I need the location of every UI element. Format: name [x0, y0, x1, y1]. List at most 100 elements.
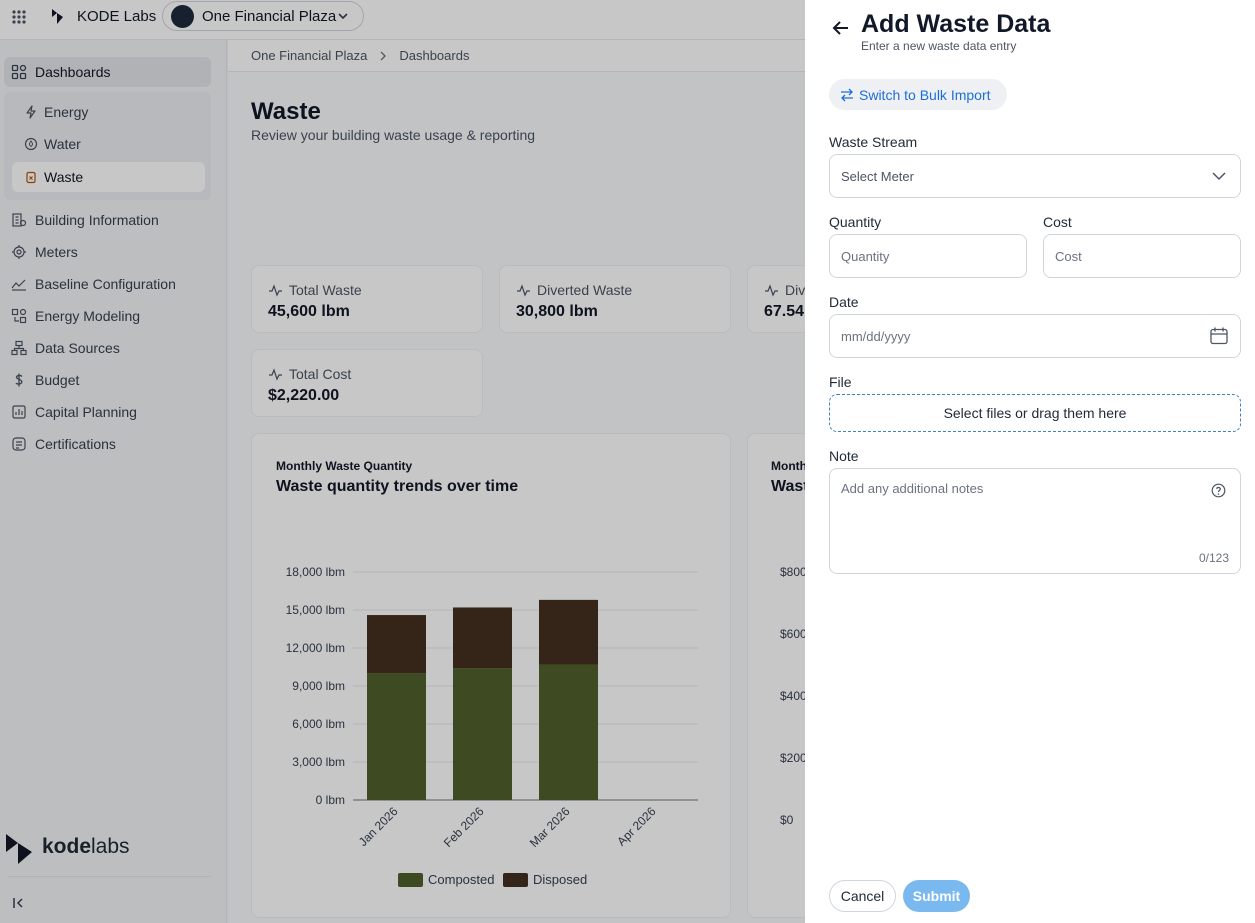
- modal-backdrop[interactable]: [0, 0, 805, 923]
- breadcrumb-building[interactable]: One Financial Plaza: [251, 48, 368, 63]
- sidebar-item-data-sources[interactable]: Data Sources: [4, 334, 211, 362]
- collapse-sidebar-icon[interactable]: [12, 896, 26, 910]
- sidebar-item-label: Energy: [44, 104, 89, 120]
- legend-swatch: [398, 873, 423, 887]
- chart-kicker: Monthly Waste Quantity: [276, 459, 413, 473]
- building-icon: [12, 213, 27, 227]
- cost-label: Cost: [1043, 214, 1072, 230]
- quantity-input[interactable]: [830, 235, 1026, 277]
- sidebar-item-dashboards-row[interactable]: Dashboards: [4, 58, 211, 86]
- legend-label: Disposed: [533, 872, 587, 887]
- drawer-subtitle: Enter a new waste data entry: [861, 39, 1017, 53]
- apps-grid-icon[interactable]: [11, 9, 27, 25]
- kode-logo-icon: [6, 834, 32, 864]
- metric-label: Diverted Waste: [537, 282, 633, 298]
- waste-stream-label: Waste Stream: [829, 134, 918, 150]
- metric-card-diversion-rate: Div 67.54: [747, 265, 805, 333]
- trash-icon: [26, 171, 36, 184]
- chevron-down-icon: [338, 13, 348, 20]
- activity-icon: [269, 367, 282, 381]
- bar-composted: [367, 673, 426, 800]
- help-circle-icon[interactable]: [1211, 483, 1226, 498]
- note-field-box: 0/123: [829, 468, 1241, 574]
- building-avatar: [171, 5, 194, 28]
- sidebar-item-dashboards[interactable]: [4, 57, 211, 87]
- waste-stream-select[interactable]: Select Meter: [829, 154, 1241, 198]
- y-tick-label: $200: [780, 751, 805, 765]
- sidebar-item-building-information[interactable]: Building Information: [4, 206, 211, 234]
- breadcrumb: One Financial Plaza Dashboards: [228, 40, 805, 72]
- dashboards-icon: [11, 64, 27, 80]
- quantity-field-box: [829, 234, 1027, 278]
- sidebar-item-label: Energy Modeling: [35, 308, 141, 324]
- activity-icon: [765, 283, 778, 297]
- date-input[interactable]: [830, 315, 1240, 357]
- date-field-box: [829, 314, 1241, 358]
- activity-icon: [269, 283, 282, 297]
- sidebar-item-certifications[interactable]: Certifications: [4, 430, 211, 458]
- metric-label: Total Waste: [289, 282, 362, 298]
- sidebar-item-capital-planning[interactable]: Capital Planning: [4, 398, 211, 426]
- calendar-icon[interactable]: [1209, 326, 1229, 346]
- sidebar-item-baseline-configuration[interactable]: Baseline Configuration: [4, 270, 211, 298]
- bar-composted: [539, 664, 598, 800]
- metric-card-total-waste: Total Waste 45,600 lbm: [251, 265, 483, 333]
- switch-to-bulk-import-button[interactable]: Switch to Bulk Import: [829, 79, 1007, 110]
- breadcrumb-dashboards[interactable]: Dashboards: [399, 48, 470, 63]
- bulk-import-label: Switch to Bulk Import: [859, 86, 991, 103]
- sidebar-subitem-waste[interactable]: Waste: [12, 162, 205, 192]
- bar-disposed: [453, 607, 512, 669]
- building-selector[interactable]: One Financial Plaza: [162, 1, 364, 31]
- sidebar-item-label: Dashboards: [35, 64, 111, 80]
- y-tick-label: $0: [780, 813, 794, 827]
- y-tick-label: 18,000 lbm: [286, 565, 345, 579]
- bar-disposed: [367, 615, 426, 674]
- cancel-button[interactable]: Cancel: [829, 880, 896, 912]
- cost-field-box: [1043, 234, 1241, 278]
- sidebar-item-label: Waste: [44, 169, 84, 185]
- top-bar: KODE Labs One Financial Plaza: [0, 0, 805, 40]
- page-title: Waste: [251, 98, 321, 125]
- metric-value: 30,800 lbm: [516, 303, 598, 320]
- kode-logo-icon: [52, 9, 63, 24]
- arrow-left-icon[interactable]: [832, 19, 850, 37]
- sidebar-subitem-energy[interactable]: Energy: [12, 97, 205, 127]
- sidebar-item-budget[interactable]: Budget: [4, 366, 211, 394]
- swap-arrows-icon: [841, 88, 853, 101]
- add-waste-data-drawer: Add Waste Data Enter a new waste data en…: [805, 0, 1255, 923]
- chart-kicker: Month: [771, 459, 805, 473]
- data-sources-icon: [11, 340, 27, 356]
- sidebar-item-label: Baseline Configuration: [35, 276, 176, 292]
- submit-button[interactable]: Submit: [903, 880, 970, 912]
- file-dropzone-text: Select files or drag them here: [943, 405, 1127, 421]
- dashboards-submenu: Energy Water Waste: [4, 92, 211, 200]
- y-tick-label: 6,000 lbm: [292, 717, 345, 731]
- main-content: One Financial Plaza Dashboards Waste Rev…: [228, 40, 805, 923]
- meter-icon: [12, 245, 26, 259]
- metric-value: 45,600 lbm: [268, 303, 350, 320]
- sidebar-divider: [8, 876, 211, 877]
- cost-input[interactable]: [1044, 235, 1240, 277]
- monthly-waste-quantity-card: Monthly Waste Quantity Waste quantity tr…: [251, 433, 731, 918]
- kodelabs-footer-logo: kodelabs: [4, 830, 134, 866]
- y-tick-label: 9,000 lbm: [292, 679, 345, 693]
- waste-stream-value: Select Meter: [841, 169, 914, 184]
- file-label: File: [829, 374, 852, 390]
- sidebar-item-energy-modeling[interactable]: Energy Modeling: [4, 302, 211, 330]
- droplet-icon: [24, 137, 38, 151]
- monthly-waste-cost-card: Month Wast $800 $600 $400 $200 $0: [747, 433, 805, 918]
- sidebar-subitem-water[interactable]: Water: [12, 129, 205, 159]
- chart-title: Waste quantity trends over time: [276, 478, 519, 495]
- sidebar-item-meters[interactable]: Meters: [4, 238, 211, 266]
- sidebar-item-label: Water: [44, 136, 81, 152]
- file-dropzone[interactable]: Select files or drag them here: [829, 394, 1241, 432]
- certifications-icon: [12, 437, 26, 451]
- y-tick-label: $600: [780, 627, 805, 641]
- note-textarea[interactable]: [830, 469, 1240, 573]
- brand-name: KODE Labs: [77, 8, 157, 25]
- note-label: Note: [829, 448, 859, 464]
- y-tick-label: $400: [780, 689, 805, 703]
- sidebar-item-label: Meters: [35, 244, 78, 260]
- sidebar-item-label: Certifications: [35, 436, 116, 452]
- chevron-right-icon: [380, 51, 387, 60]
